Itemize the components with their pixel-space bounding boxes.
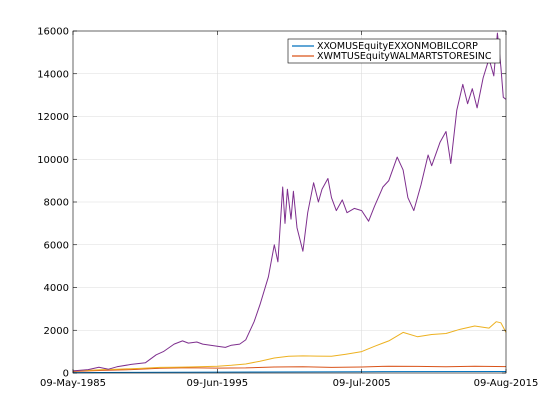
grid-lines xyxy=(73,31,506,373)
y-tick-label: 6000 xyxy=(44,240,69,251)
axes-group: 0 2000 4000 6000 8000 10000 12000 14000 16000 09-… xyxy=(37,27,538,390)
series-line-3 xyxy=(72,32,507,372)
series-line-0 xyxy=(72,371,507,374)
y-tick-label: 8000 xyxy=(44,198,69,209)
y-tick-label: 16000 xyxy=(37,27,69,38)
legend-label: XWMTUSEquityWALMARTSTORESINC xyxy=(317,51,492,62)
y-tick-label: 4000 xyxy=(44,283,69,294)
series-line-1 xyxy=(72,365,507,372)
y-tick-label: 0 xyxy=(63,369,69,380)
legend: XXOMUSEquityEXXONMOBILCORPXWMTUSEquityWA… xyxy=(287,38,501,64)
x-tick-label: 09-Jun-1995 xyxy=(187,378,249,389)
y-tick-label: 12000 xyxy=(37,112,69,123)
x-tick-label: 09-May-1985 xyxy=(40,378,106,389)
series-line-2 xyxy=(72,321,507,372)
y-tick-label: 10000 xyxy=(37,155,69,166)
y-tick-label: 2000 xyxy=(44,326,69,337)
series-group xyxy=(72,32,507,374)
legend-box xyxy=(287,38,501,64)
x-tick-label: 09-Aug-2015 xyxy=(474,378,539,389)
x-tick-label: 09-Jul-2005 xyxy=(333,378,391,389)
legend-label: XXOMUSEquityEXXONMOBILCORP xyxy=(317,41,478,52)
y-tick-label: 14000 xyxy=(37,69,69,80)
